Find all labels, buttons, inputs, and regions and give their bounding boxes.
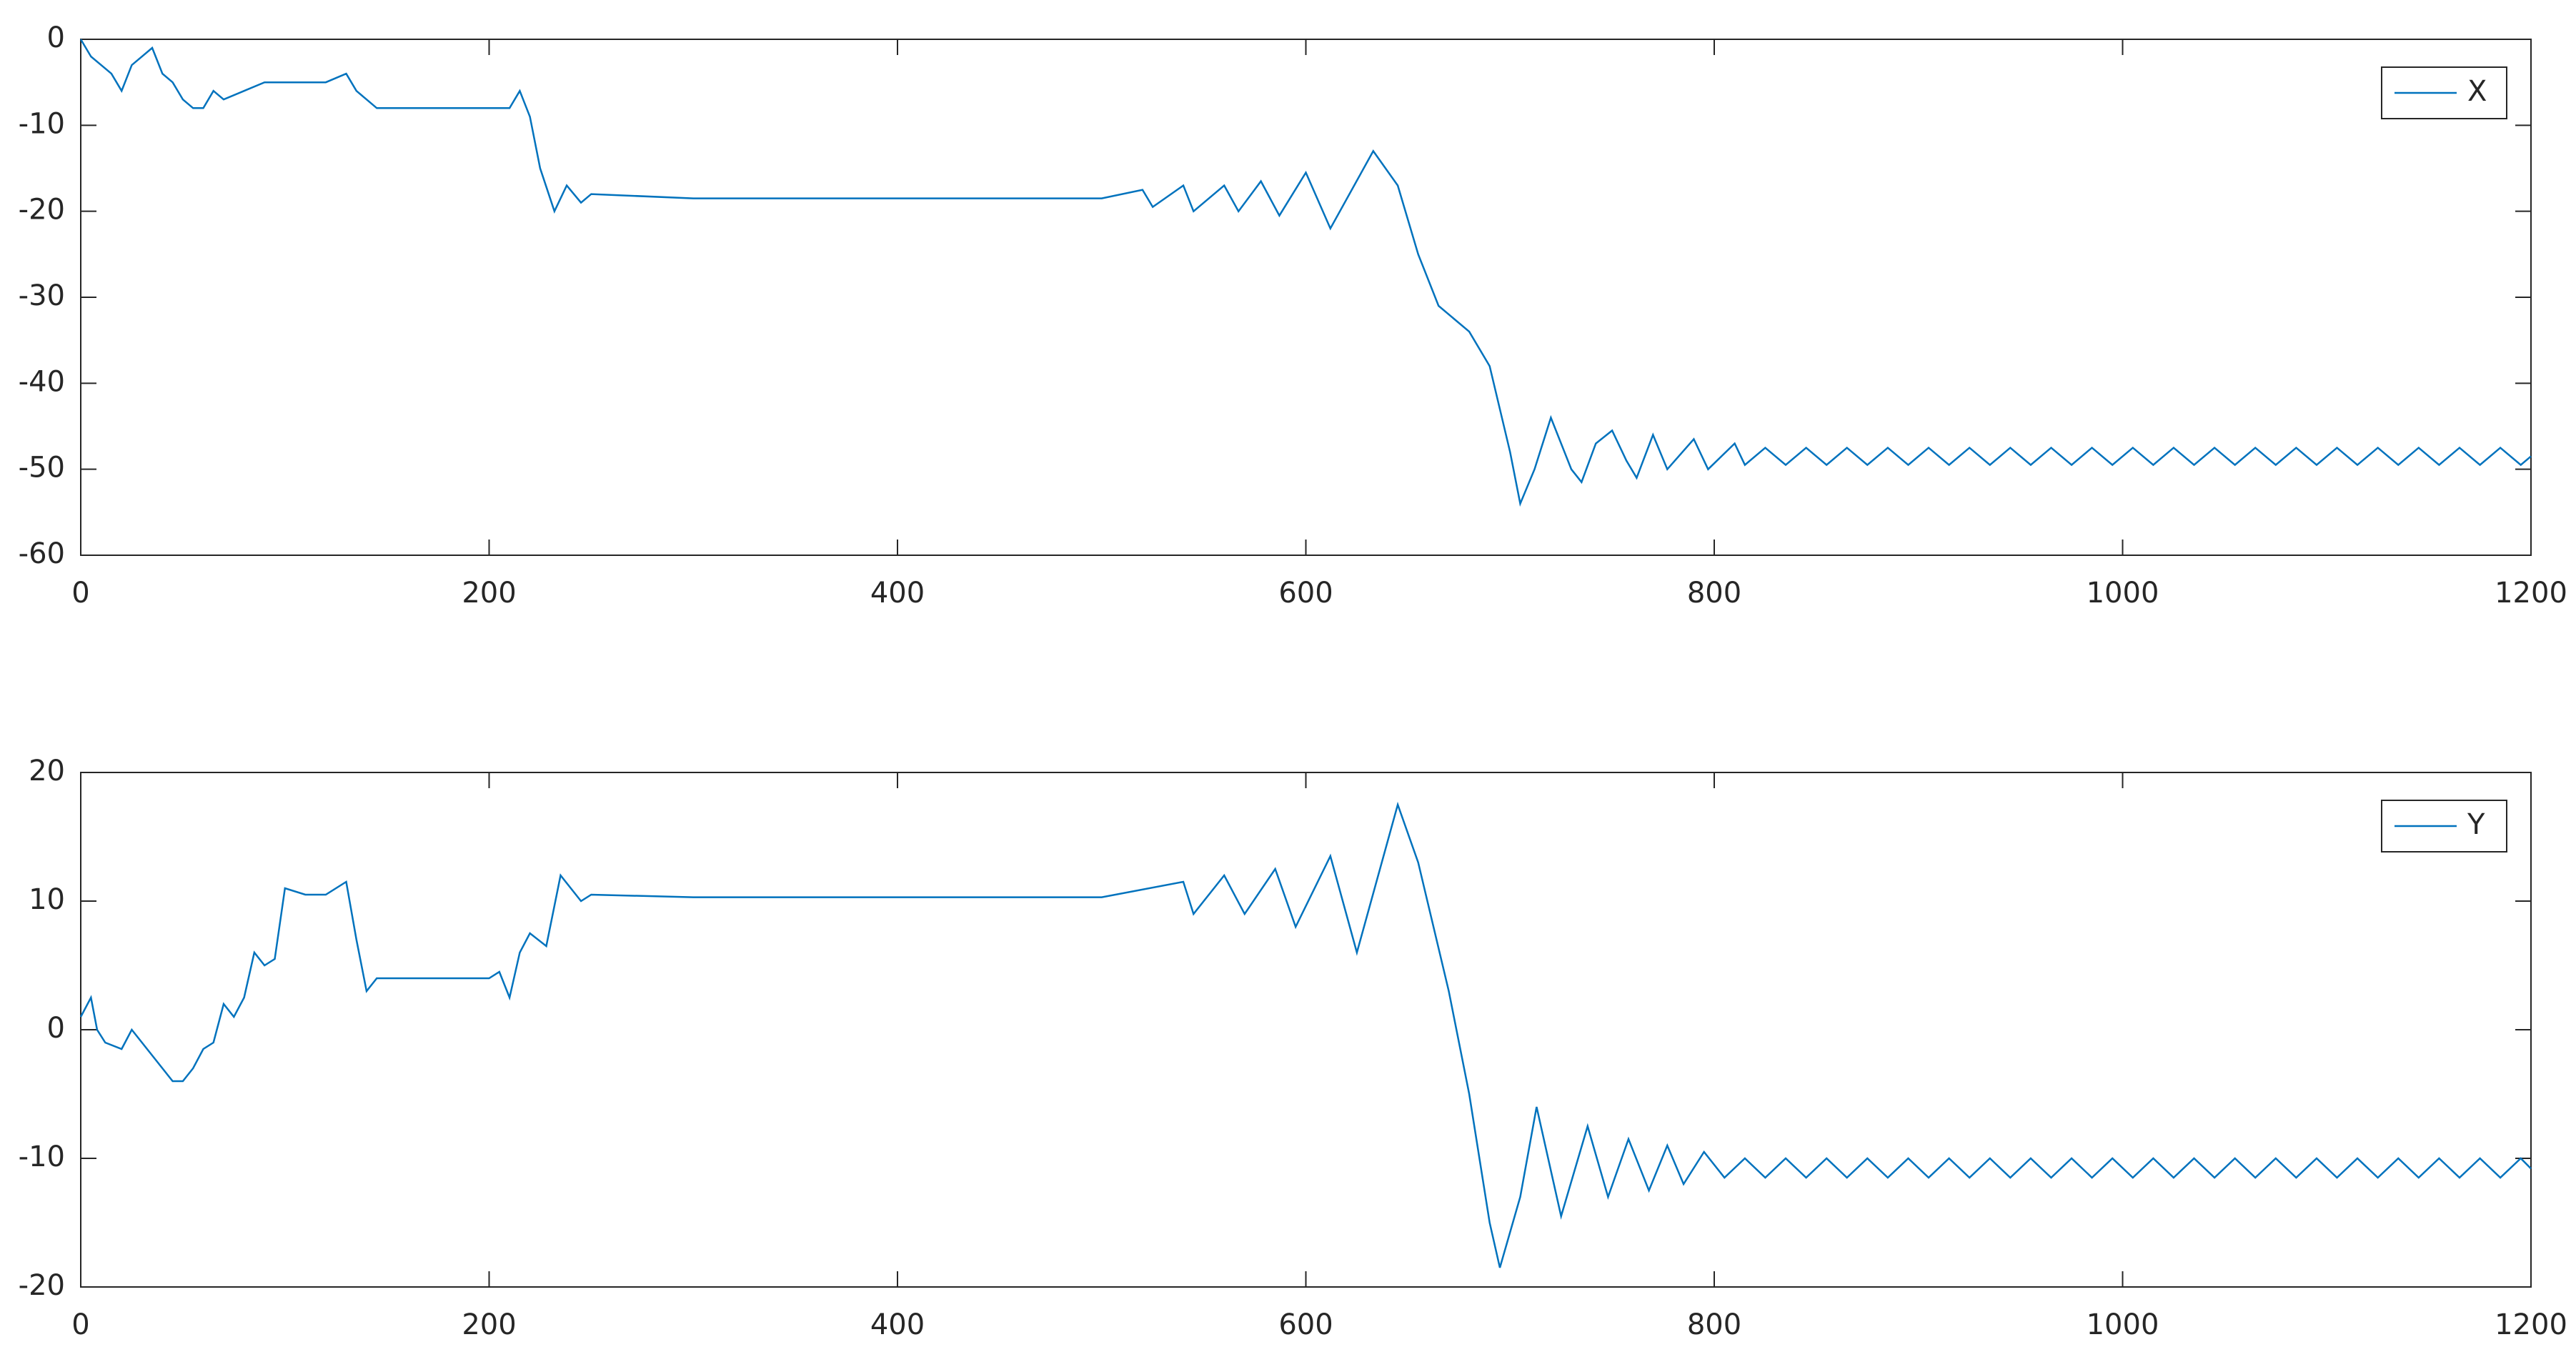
y-tick-label: 0 <box>47 1012 65 1045</box>
x-tick-label: 800 <box>1687 1308 1741 1341</box>
x-tick-label: 0 <box>71 577 89 610</box>
plot-area <box>80 39 2532 556</box>
data-line <box>79 801 2532 1268</box>
y-tick-label: -40 <box>19 365 65 398</box>
y-tick-label: -10 <box>19 1140 65 1173</box>
x-tick-label: 200 <box>462 577 516 610</box>
x-tick-label: 1000 <box>2087 577 2159 610</box>
x-tick-label: 1200 <box>2495 1308 2567 1341</box>
y-tick-label: 0 <box>47 21 65 54</box>
x-tick-label: 200 <box>462 1308 516 1341</box>
y-tick-label: -30 <box>19 279 65 312</box>
x-tick-label: 400 <box>870 577 925 610</box>
legend-label: Y <box>2467 808 2485 841</box>
y-tick-label: 10 <box>29 883 65 916</box>
legend-label: X <box>2467 75 2487 108</box>
y-tick-label: -50 <box>19 452 65 484</box>
x-tick-label: 600 <box>1278 577 1333 610</box>
x-tick-label: 800 <box>1687 577 1741 610</box>
y-tick-label: -20 <box>19 194 65 227</box>
x-tick-label: 400 <box>870 1308 925 1341</box>
x-tick-label: 1200 <box>2495 577 2567 610</box>
y-tick-label: -60 <box>19 537 65 570</box>
x-tick-label: 1000 <box>2087 1308 2159 1341</box>
y-tick-label: -20 <box>19 1269 65 1302</box>
y-tick-label: -10 <box>19 107 65 140</box>
x-tick-label: 0 <box>71 1308 89 1341</box>
x-tick-label: 600 <box>1278 1308 1333 1341</box>
plot-area <box>80 772 2532 1288</box>
y-tick-label: 20 <box>29 755 65 787</box>
data-line <box>79 39 2532 507</box>
